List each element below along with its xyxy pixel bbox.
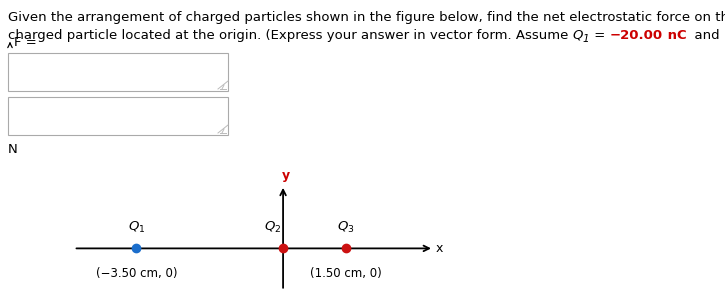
Text: (−3.50 cm, 0): (−3.50 cm, 0) [96, 267, 177, 280]
Text: −20.00: −20.00 [610, 29, 663, 42]
Text: and: and [687, 29, 725, 42]
Text: charged particle located at the origin. (Express your answer in vector form. Ass: charged particle located at the origin. … [8, 29, 573, 42]
Text: $\mathit{Q}_2$: $\mathit{Q}_2$ [264, 220, 281, 235]
Text: N: N [8, 143, 17, 156]
FancyBboxPatch shape [8, 53, 228, 91]
Text: nC: nC [663, 29, 687, 42]
Text: y: y [282, 169, 290, 182]
Text: $\mathit{Q}_3$: $\mathit{Q}_3$ [337, 220, 355, 235]
Text: =: = [590, 29, 610, 42]
Text: 1: 1 [583, 34, 589, 44]
Text: (1.50 cm, 0): (1.50 cm, 0) [310, 267, 382, 280]
Text: F =: F = [14, 37, 37, 50]
Text: Q: Q [573, 29, 583, 42]
Text: x: x [436, 242, 444, 255]
Text: Given the arrangement of charged particles shown in the figure below, find the n: Given the arrangement of charged particl… [8, 11, 725, 24]
Text: $\mathit{Q}_1$: $\mathit{Q}_1$ [128, 220, 145, 235]
FancyBboxPatch shape [8, 97, 228, 135]
